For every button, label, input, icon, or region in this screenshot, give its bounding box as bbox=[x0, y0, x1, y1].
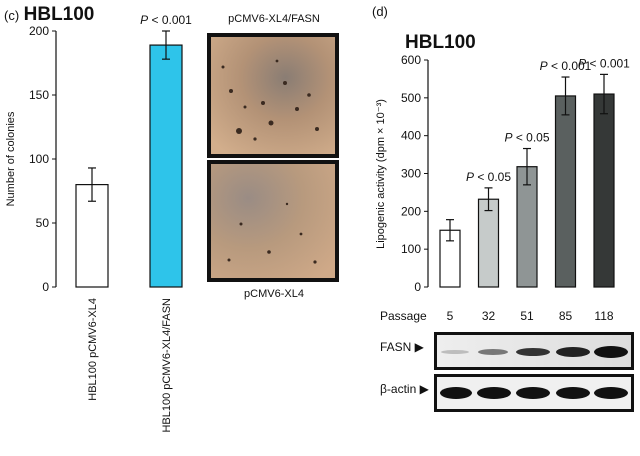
fasn-blot bbox=[434, 332, 634, 370]
y-tick-label: 200 bbox=[29, 24, 49, 38]
p-value-label: P < 0.05 bbox=[504, 131, 549, 145]
y-axis-title: Lipogenic activity (dpm × 10⁻³) bbox=[375, 99, 387, 249]
colony-photo-control-image bbox=[211, 164, 335, 278]
colony-photo-fasn bbox=[207, 33, 339, 158]
y-tick-label: 50 bbox=[36, 216, 50, 230]
colony-chart: 0 50 100 150 200 P < 0.001 Number of colonies H… bbox=[5, 13, 192, 433]
bar bbox=[75, 184, 109, 288]
x-category-label: HBL100 pCMV6-XL4/FASN bbox=[161, 298, 173, 433]
passage-values: 5 32 51 85 118 bbox=[360, 309, 640, 325]
passage-value: 51 bbox=[520, 309, 534, 323]
bar bbox=[593, 93, 615, 288]
y-tick-label: 0 bbox=[414, 280, 421, 294]
blot-label-fasn: FASN ▶ bbox=[380, 340, 424, 354]
p-value-label: P < 0.001 bbox=[540, 59, 592, 73]
colony-photo-fasn-image bbox=[211, 37, 335, 154]
y-tick-label: 150 bbox=[29, 88, 49, 102]
y-tick-label: 400 bbox=[401, 129, 421, 143]
colony-photo-control bbox=[207, 160, 339, 282]
bar bbox=[477, 198, 500, 288]
passage-value: 118 bbox=[594, 309, 614, 323]
y-tick-label: 500 bbox=[401, 91, 421, 105]
y-tick-label: 100 bbox=[401, 242, 421, 256]
passage-value: 5 bbox=[446, 309, 454, 323]
passage-value: 32 bbox=[481, 309, 496, 323]
panel-c-letter: (c) bbox=[4, 8, 20, 23]
actin-blot-image bbox=[437, 377, 631, 409]
photo-bottom-caption: pCMV6-XL4 bbox=[244, 288, 304, 300]
panel-d-title: HBL100 bbox=[405, 32, 476, 53]
panel-d-letter: (d) bbox=[372, 4, 388, 19]
y-axis-title: Number of colonies bbox=[5, 111, 17, 206]
lipogenic-chart: 0 100 200 300 400 500 600 P < 0.05 P < 0.05 P < 0… bbox=[375, 53, 630, 294]
actin-blot bbox=[434, 374, 634, 412]
blot-label-actin: β-actin ▶ bbox=[380, 382, 429, 396]
passage-label: Passage bbox=[380, 309, 427, 323]
p-value-label: P < 0.001 bbox=[578, 56, 630, 70]
photo-top-caption: pCMV6-XL4/FASN bbox=[228, 13, 320, 25]
p-value-label: P < 0.001 bbox=[140, 13, 192, 27]
panel-c-title: HBL100 bbox=[23, 4, 95, 25]
p-value-label: P < 0.05 bbox=[466, 170, 511, 184]
y-tick-label: 600 bbox=[401, 53, 421, 67]
y-tick-label: 200 bbox=[401, 204, 421, 218]
panel-c-header: (c) HBL100 bbox=[4, 4, 94, 26]
passage-value: 85 bbox=[558, 309, 573, 323]
y-tick-label: 100 bbox=[29, 152, 49, 166]
bar bbox=[554, 95, 577, 288]
x-category-label: HBL100 pCMV6-XL4 bbox=[87, 298, 99, 401]
fasn-blot-image bbox=[437, 335, 631, 367]
bar bbox=[149, 44, 183, 288]
y-tick-label: 0 bbox=[42, 280, 49, 294]
y-tick-label: 300 bbox=[401, 167, 421, 181]
